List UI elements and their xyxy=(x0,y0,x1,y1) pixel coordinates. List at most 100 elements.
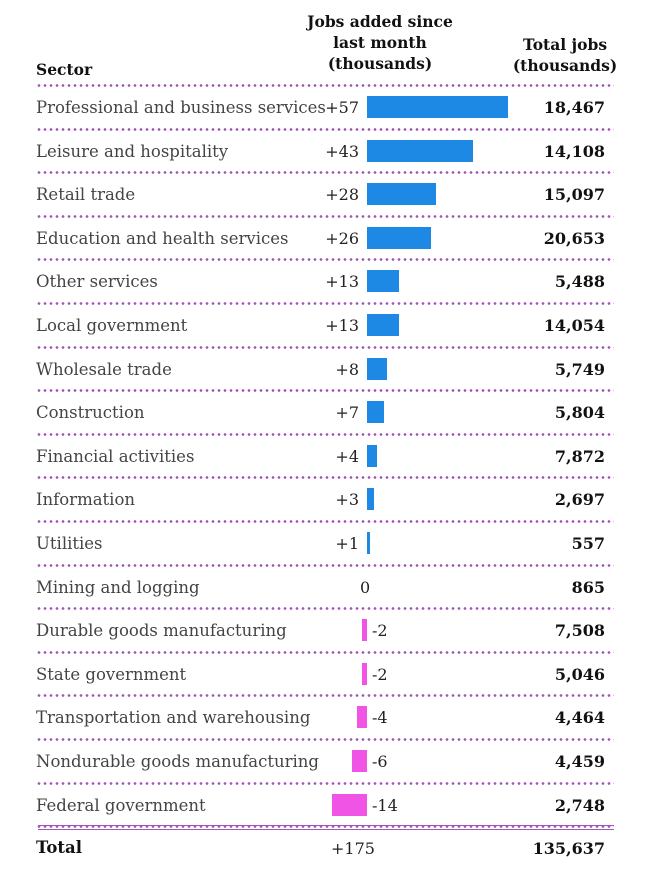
sector-label: State government xyxy=(36,664,187,684)
table-row: Education and health services +26 20,653 xyxy=(0,217,645,260)
table-row: Financial activities +4 7,872 xyxy=(0,435,645,478)
total-jobs-value: 135,637 xyxy=(532,839,605,858)
change-value: +43 xyxy=(325,141,359,161)
bar-positive xyxy=(367,488,375,511)
change-value: +7 xyxy=(335,403,359,423)
bar-positive xyxy=(367,401,385,424)
sector-label: Information xyxy=(36,490,136,510)
total-jobs-value: 7,872 xyxy=(554,446,605,466)
sector-label: Financial activities xyxy=(36,446,195,466)
change-value: -4 xyxy=(372,708,388,728)
total-jobs-value: 557 xyxy=(571,534,605,553)
change-value: -2 xyxy=(372,664,388,684)
change-value: -2 xyxy=(372,621,388,641)
sector-label: Professional and business services xyxy=(36,98,326,117)
change-value: +13 xyxy=(325,316,359,335)
total-jobs-value: 5,749 xyxy=(554,359,605,379)
total-change-value: +175 xyxy=(331,839,375,858)
sector-label: Leisure and hospitality xyxy=(36,141,229,161)
row-separator xyxy=(36,781,614,785)
row-separator xyxy=(36,738,614,741)
total-jobs-value: 4,459 xyxy=(554,752,605,771)
bar-positive xyxy=(367,314,400,336)
total-jobs-value: 15,097 xyxy=(543,185,605,205)
total-jobs-value: 2,697 xyxy=(554,490,605,510)
bar-positive xyxy=(367,96,508,118)
table-row: Construction +7 5,804 xyxy=(0,391,645,434)
row-separator xyxy=(36,694,614,698)
bar-positive xyxy=(367,139,474,162)
row-separator xyxy=(36,258,614,262)
sector-label: Nondurable goods manufacturing xyxy=(36,752,319,771)
total-jobs-value: 14,054 xyxy=(543,316,605,335)
sector-label: Utilities xyxy=(36,534,103,553)
table-row: Utilities +1 557 xyxy=(0,522,645,565)
bar-negative xyxy=(362,662,367,685)
total-jobs-value: 18,467 xyxy=(543,98,605,117)
sector-label: Education and health services xyxy=(36,228,289,248)
total-jobs-value: 4,464 xyxy=(554,708,605,728)
bar-negative xyxy=(362,619,367,642)
bar-negative xyxy=(352,750,367,772)
sector-label: Wholesale trade xyxy=(36,359,172,379)
sector-label: Retail trade xyxy=(36,185,136,205)
change-value: -14 xyxy=(372,795,398,815)
row-separator xyxy=(36,302,614,305)
total-separator-bottom xyxy=(38,829,614,830)
change-value: +1 xyxy=(335,534,359,553)
table-row: Leisure and hospitality +43 14,108 xyxy=(0,130,645,173)
bar-positive xyxy=(367,183,437,206)
change-value: +57 xyxy=(325,98,359,117)
bar-positive xyxy=(367,444,377,467)
change-value: +28 xyxy=(325,185,359,205)
row-separator xyxy=(36,476,614,480)
row-separator xyxy=(36,432,614,436)
table-row: Local government +13 14,054 xyxy=(0,304,645,347)
table-row: Wholesale trade +8 5,749 xyxy=(0,348,645,391)
table-row: Nondurable goods manufacturing -6 4,459 xyxy=(0,740,645,783)
table-row: Information +3 2,697 xyxy=(0,478,645,521)
table-row: Transportation and warehousing -4 4,464 xyxy=(0,696,645,739)
table-row: Durable goods manufacturing -2 7,508 xyxy=(0,609,645,652)
change-value: +26 xyxy=(325,228,359,248)
table-row: Professional and business services +57 18,… xyxy=(0,86,645,129)
header-jobs-added: Jobs added since last month (thousands) xyxy=(307,12,453,73)
bar-positive xyxy=(367,357,387,380)
sector-label: Local government xyxy=(36,316,188,335)
total-jobs-value: 5,488 xyxy=(554,272,605,292)
change-value: 0 xyxy=(360,577,371,597)
bar-negative xyxy=(357,706,367,729)
total-row: Total +175 135,637 xyxy=(0,836,645,866)
row-separator xyxy=(36,520,614,523)
total-label: Total xyxy=(36,838,82,857)
sector-label: Construction xyxy=(36,403,145,423)
total-jobs-value: 7,508 xyxy=(554,621,605,641)
table-row: Mining and logging 0 865 xyxy=(0,566,645,609)
row-separator xyxy=(36,127,614,131)
header-total-jobs: Total jobs (thousands) xyxy=(512,35,618,75)
row-separator xyxy=(36,607,614,611)
sector-label: Federal government xyxy=(36,795,206,815)
change-value: -6 xyxy=(372,752,388,771)
bar-negative xyxy=(332,793,367,816)
row-separator xyxy=(36,84,614,87)
sector-label: Transportation and warehousing xyxy=(36,708,311,728)
bar-positive xyxy=(367,270,400,293)
total-jobs-value: 2,748 xyxy=(554,795,605,815)
table-row: Other services +13 5,488 xyxy=(0,260,645,303)
row-separator xyxy=(36,171,614,175)
row-separator xyxy=(36,825,614,829)
change-value: +3 xyxy=(335,490,359,510)
row-separator xyxy=(36,563,614,567)
bar-positive xyxy=(367,226,432,249)
sector-label: Mining and logging xyxy=(36,577,200,597)
header-sector: Sector xyxy=(36,60,93,79)
bar-positive xyxy=(367,532,370,554)
change-value: +4 xyxy=(335,446,359,466)
total-jobs-value: 5,804 xyxy=(554,403,605,423)
change-value: +13 xyxy=(325,272,359,292)
total-jobs-value: 14,108 xyxy=(543,141,605,161)
total-separator-top xyxy=(38,825,614,826)
sector-label: Durable goods manufacturing xyxy=(36,621,287,641)
sector-label: Other services xyxy=(36,272,158,292)
